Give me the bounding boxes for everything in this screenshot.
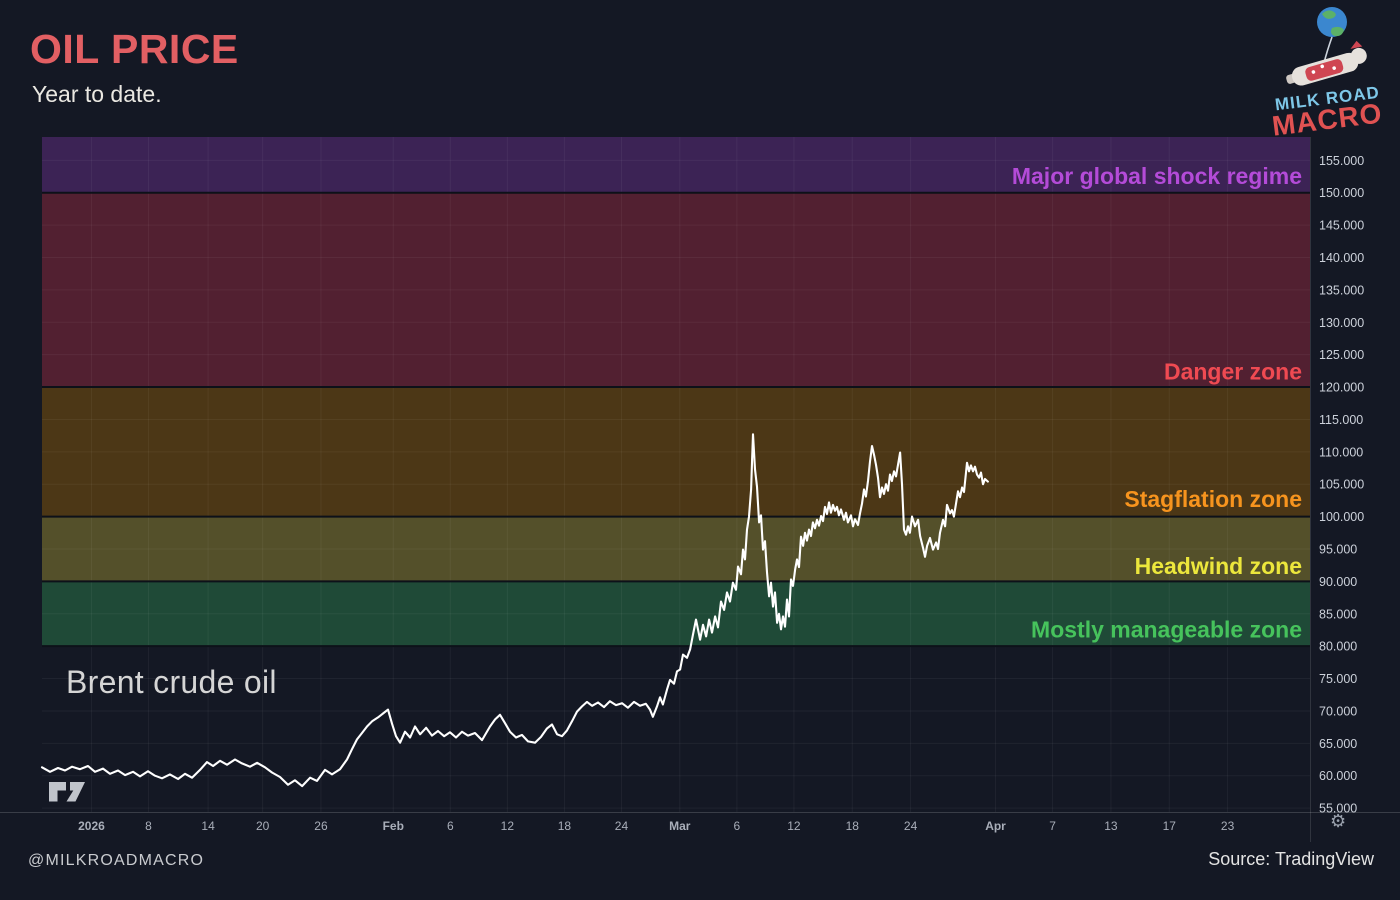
y-tick-label[interactable]: 60.000 [1319,769,1357,783]
watermark-handle: @MILKROADMACRO [28,852,205,869]
y-tick-label[interactable]: 85.000 [1319,607,1357,621]
x-tick-label[interactable]: 6 [734,819,741,833]
y-tick-label[interactable]: 150.000 [1319,186,1364,200]
y-tick-label[interactable]: 140.000 [1319,251,1364,265]
y-tick-label[interactable]: 145.000 [1319,219,1364,233]
x-tick-label[interactable]: 18 [846,819,860,833]
x-tick-label[interactable]: Apr [985,819,1006,833]
y-tick-label[interactable]: 95.000 [1319,542,1357,556]
x-tick-label[interactable]: 26 [314,819,328,833]
y-tick-label[interactable]: 135.000 [1319,283,1364,297]
y-tick-label[interactable]: 110.000 [1319,445,1363,459]
zone-label-3: Headwind zone [1135,553,1302,579]
price-line [40,433,989,788]
x-tick-label[interactable]: 17 [1163,819,1177,833]
y-tick-label[interactable]: 80.000 [1319,640,1357,654]
source-credit: Source: TradingView [1208,849,1374,869]
y-tick-label[interactable]: 100.000 [1319,510,1364,524]
y-tick-label[interactable]: 120.000 [1319,381,1364,395]
x-tick-label[interactable]: 7 [1049,819,1056,833]
x-tick-label[interactable]: 12 [787,819,801,833]
page-title: OIL PRICE [30,26,239,72]
y-tick-label[interactable]: 155.000 [1319,154,1364,168]
x-tick-label[interactable]: 13 [1104,819,1118,833]
x-tick-label[interactable]: 23 [1221,819,1235,833]
zone-band-0 [42,137,1310,193]
x-tick-label[interactable]: 8 [145,819,152,833]
zone-label-0: Major global shock regime [1012,163,1302,189]
series-label: Brent crude oil [66,664,277,700]
globe-balloon-icon [1317,7,1347,64]
y-tick-label[interactable]: 70.000 [1319,704,1357,718]
x-tick-label[interactable]: 2026 [78,819,105,833]
zone-label-1: Danger zone [1164,359,1302,385]
milk-road-macro-logo: MILK ROAD MACRO [1270,7,1384,138]
x-tick-label[interactable]: Feb [383,819,404,833]
zone-band-4 [42,581,1310,647]
gear-icon[interactable]: ⚙ [1330,811,1347,832]
y-tick-label[interactable]: 75.000 [1319,672,1357,686]
x-tick-label[interactable]: 24 [615,819,629,833]
x-tick-label[interactable]: 24 [904,819,918,833]
y-tick-label[interactable]: 130.000 [1319,316,1364,330]
y-tick-label[interactable]: 125.000 [1319,348,1364,362]
x-tick-label[interactable]: 12 [501,819,515,833]
y-tick-label[interactable]: 65.000 [1319,737,1357,751]
x-tick-label[interactable]: 6 [447,819,454,833]
zone-label-2: Stagflation zone [1124,486,1302,512]
x-tick-label[interactable]: Mar [669,819,691,833]
x-tick-label[interactable]: 20 [256,819,270,833]
y-tick-label[interactable]: 105.000 [1319,478,1364,492]
zone-band-3 [42,516,1310,582]
mascot-icon [1286,40,1367,86]
x-tick-label[interactable]: 18 [558,819,572,833]
page-subtitle: Year to date. [32,81,162,107]
header: OIL PRICE Year to date. [30,26,239,108]
zone-band-1 [42,192,1310,388]
y-tick-label[interactable]: 90.000 [1319,575,1357,589]
tradingview-logo-icon [49,782,85,802]
zone-label-4: Mostly manageable zone [1031,616,1302,642]
y-tick-label[interactable]: 115.000 [1319,413,1363,427]
zone-band-2 [42,387,1310,517]
x-tick-label[interactable]: 14 [201,819,215,833]
